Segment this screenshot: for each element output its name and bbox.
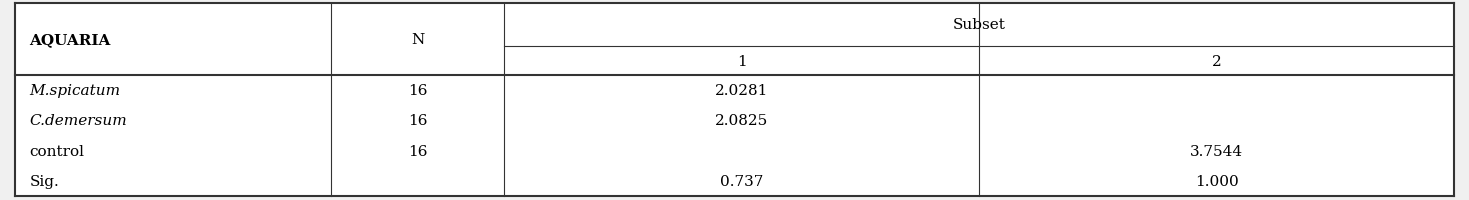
Text: 1.000: 1.000 [1194, 174, 1238, 188]
Text: 1: 1 [737, 54, 746, 68]
Text: 2.0281: 2.0281 [715, 84, 768, 98]
Text: 16: 16 [408, 114, 427, 128]
Text: 2: 2 [1212, 54, 1222, 68]
Text: AQUARIA: AQUARIA [29, 33, 110, 47]
Text: 16: 16 [408, 144, 427, 158]
Text: C.demersum: C.demersum [29, 114, 128, 128]
Text: 16: 16 [408, 84, 427, 98]
Text: N: N [411, 33, 425, 47]
Text: 0.737: 0.737 [720, 174, 764, 188]
Text: M.spicatum: M.spicatum [29, 84, 120, 98]
Text: 3.7544: 3.7544 [1190, 144, 1243, 158]
Text: control: control [29, 144, 84, 158]
Text: Sig.: Sig. [29, 174, 59, 188]
Text: Subset: Subset [953, 18, 1006, 32]
Text: 2.0825: 2.0825 [715, 114, 768, 128]
